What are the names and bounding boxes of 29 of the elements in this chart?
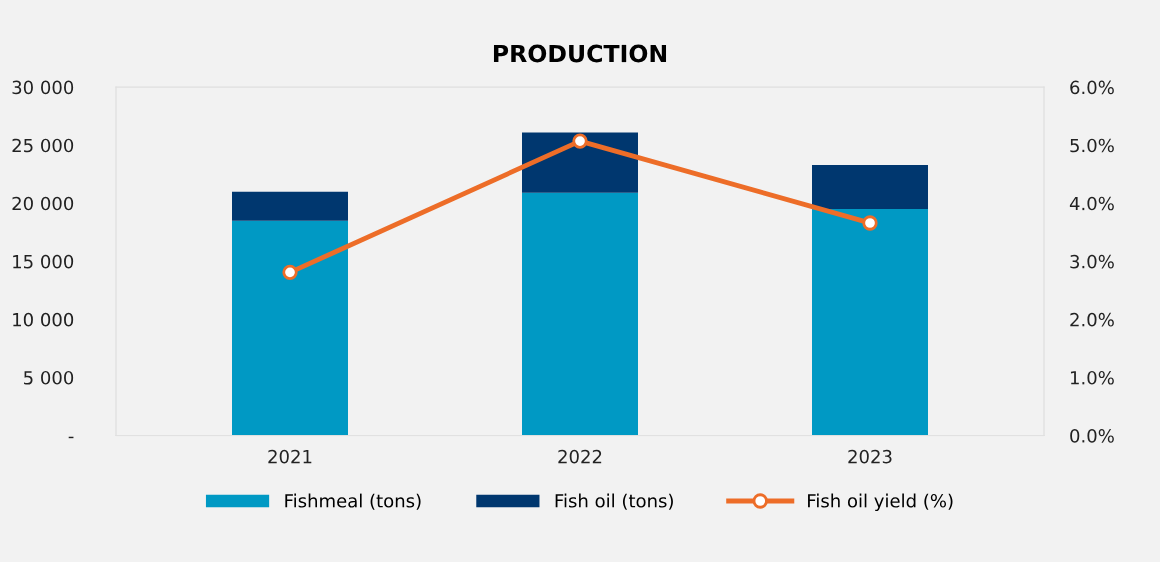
legend-label: Fish oil yield (%) (808, 493, 953, 512)
y-tick-label: - (68, 436, 74, 439)
point (862, 215, 878, 231)
y-tick-label: 10 000 (13, 312, 74, 327)
y-tick-label: 20 000 (12, 196, 74, 211)
y2-tick-label: 1.0% (1070, 370, 1114, 385)
y-tick-label: 15 000 (13, 254, 74, 269)
chart-title: PRODUCTION (493, 44, 667, 63)
point (282, 264, 298, 280)
y2-tick-label: 6.0% (1070, 80, 1114, 95)
bar (232, 220, 348, 436)
x-tick-label: 2021 (268, 449, 312, 464)
y-tick-label: 25 000 (12, 138, 74, 153)
y2-tick-label: 2.0% (1070, 312, 1114, 327)
bar (812, 164, 928, 210)
y-tick-label: 5 000 (24, 370, 74, 385)
x-tick-label: 2022 (558, 449, 602, 464)
bar (232, 191, 348, 221)
y2-tick-label: 5.0% (1070, 138, 1114, 153)
x-tick-label: 2023 (848, 449, 892, 464)
bar (812, 209, 928, 436)
bar (522, 192, 638, 436)
point (572, 133, 588, 149)
legend-label: Fishmeal (tons) (285, 493, 421, 510)
y2-tick-label: 3.0% (1070, 254, 1114, 269)
y-tick-label: 30 000 (12, 80, 74, 95)
y2-tick-label: 4.0% (1069, 196, 1114, 211)
y2-tick-label: 0.0% (1070, 429, 1114, 443)
legend-label: Fish oil (tons) (555, 493, 673, 510)
